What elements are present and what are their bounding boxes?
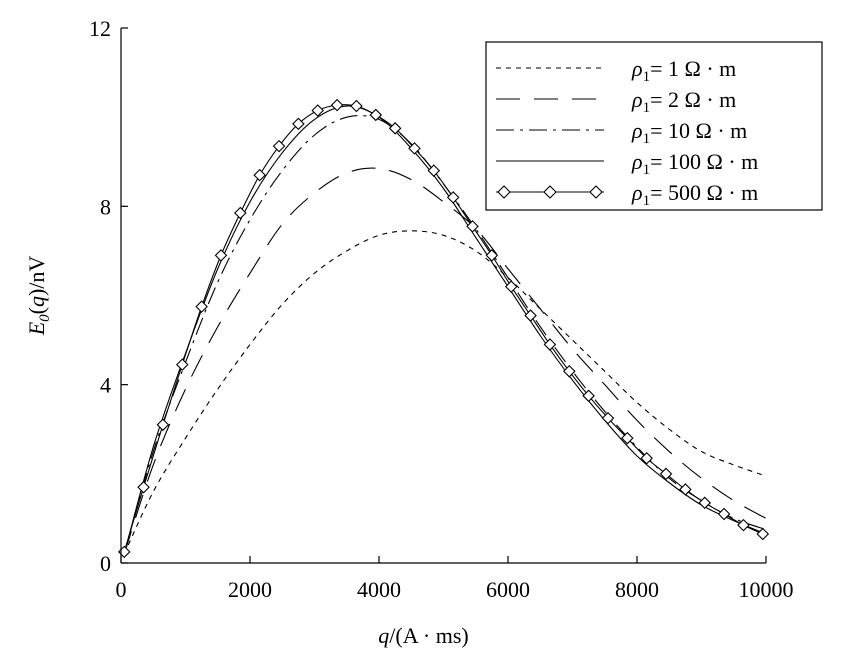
data-point-marker [137,480,150,494]
data-point-marker [485,249,499,262]
data-point-marker [369,108,383,122]
y-axis-title: E0(q)/nV [24,256,53,337]
data-point-marker [234,206,247,220]
data-point-marker [311,104,325,117]
x-tick-label: 2000 [228,577,272,602]
data-point-marker [408,142,421,155]
axes: 0 2000 4000 6000 8000 10000 0 4 8 12 q/(A · ms) E0(… [24,16,794,648]
data-point-marker [272,139,286,153]
data-point-marker [640,451,653,465]
data-point-marker [756,527,770,541]
data-point-marker [117,545,131,559]
data-point-marker [737,518,750,532]
y-tick-label: 4 [100,373,111,398]
series-line [123,230,767,555]
legend-label: ρ1= 1 Ω · m [631,56,736,85]
legend-box [485,41,823,211]
legend-label: ρ1= 500 Ω · m [631,180,758,209]
series-2 [123,167,767,555]
legend-marker [543,185,557,199]
data-point-marker [292,117,305,131]
data-point-marker [330,98,344,112]
data-point-marker [524,309,537,322]
legend-entry: ρ1= 1 Ω · m [496,56,736,85]
series-line [123,104,764,553]
legend-entry: ρ1= 500 Ω · m [496,180,758,209]
legend-marker [589,185,603,199]
data-point-marker [350,99,363,113]
legend-label: ρ1= 2 Ω · m [631,87,736,116]
x-tick-label: 6000 [486,577,530,602]
data-point-marker [679,483,692,496]
y-tick-label: 0 [100,551,111,576]
data-point-marker [195,300,208,313]
legend: ρ1= 1 Ω · mρ1= 2 Ω · mρ1= 10 Ω · mρ1= 10… [485,41,823,211]
legend-label: ρ1= 100 Ω · m [631,149,758,178]
data-point-marker [717,507,731,521]
legend-entry: ρ1= 2 Ω · m [496,87,736,116]
data-point-marker [601,411,615,425]
x-tick-label: 0 [116,577,127,602]
data-point-marker [156,418,170,432]
data-point-marker [621,431,634,445]
x-tick-label: 10000 [739,577,794,602]
data-point-marker [214,249,228,262]
legend-marker [497,185,511,199]
data-point-marker [504,280,518,293]
data-point-marker [698,496,712,510]
series-1 [123,230,767,555]
legend-entry: ρ1= 100 Ω · m [496,149,758,178]
data-point-marker [388,122,402,135]
x-tick-label: 8000 [615,577,659,602]
y-tick-label: 12 [89,16,111,41]
data-point-marker [175,358,189,371]
data-point-marker [562,365,576,378]
data-point-marker [466,220,479,233]
legend-entry: ρ1= 10 Ω · m [496,118,747,147]
data-point-marker [582,389,595,403]
x-axis-title: q/(A · ms) [378,623,468,648]
data-point-marker [659,467,673,481]
data-point-marker [427,164,441,177]
y-tick-label: 8 [100,194,111,219]
data-point-marker [543,338,557,351]
data-point-marker [446,191,460,204]
series-line [123,167,767,555]
legend-label: ρ1= 10 Ω · m [631,118,747,147]
x-tick-label: 4000 [357,577,401,602]
data-point-marker [253,168,266,182]
